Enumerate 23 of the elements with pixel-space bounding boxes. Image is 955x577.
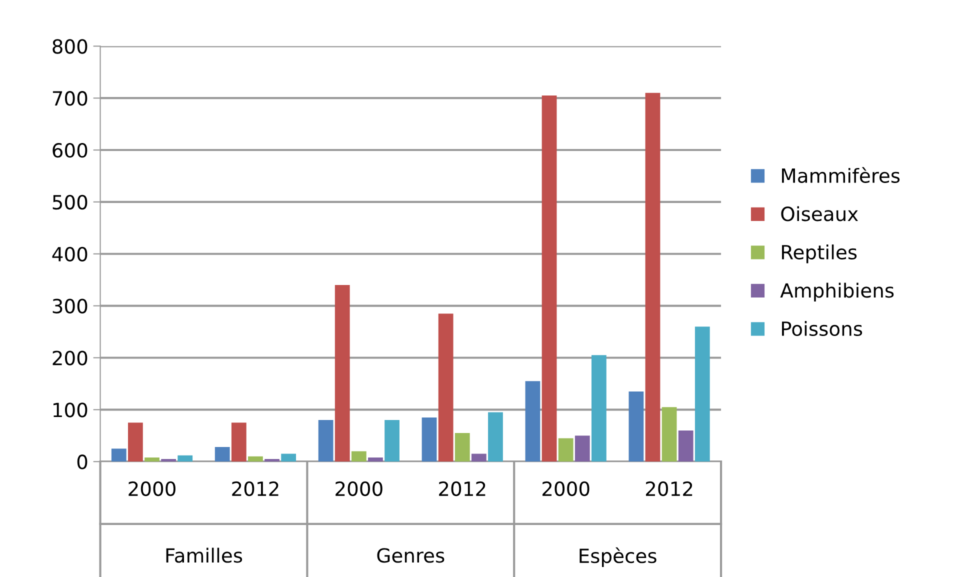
x-tick-label: 2000 <box>128 481 176 496</box>
y-tick-label: 600 <box>52 142 88 158</box>
legend-label: Mammifères <box>782 167 900 183</box>
y-tick-label: 500 <box>52 194 88 210</box>
y-tick-label: 800 <box>52 39 88 54</box>
x-tick-label: 2012 <box>439 481 486 496</box>
text: Genres <box>377 548 444 563</box>
y-tick-label: 400 <box>52 246 88 262</box>
y-tick-label: 100 <box>53 402 88 418</box>
legend-label: Amphibiens <box>780 282 894 302</box>
text: Familles <box>166 548 242 563</box>
x-tick-label: 2000 <box>336 481 382 496</box>
x-tick-label: 2012 <box>232 481 278 496</box>
y-tick-label: 300 <box>52 298 88 314</box>
y-tick-label: 700 <box>52 91 88 106</box>
legend-label: Oiseaux <box>781 206 858 222</box>
legend-label: Reptiles <box>782 244 857 264</box>
x-tick-label: 2000 <box>542 481 590 496</box>
y-tick-label: 0 <box>77 454 88 470</box>
text: Espèces <box>580 547 656 567</box>
x-tick-label: 2012 <box>646 481 692 496</box>
legend-label: Poissons <box>782 320 862 336</box>
y-tick-label: 200 <box>52 350 88 366</box>
